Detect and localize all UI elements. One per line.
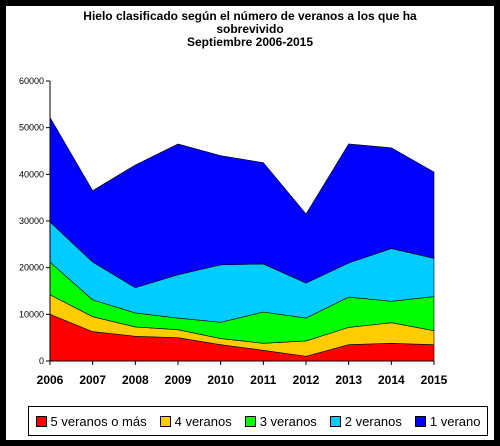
y-tick-label: 40000 (19, 169, 44, 179)
chart-panel: Hielo clasificado según el número de ver… (6, 6, 494, 440)
legend-item-2-veranos: 2 veranos (329, 413, 402, 429)
legend-swatch (414, 415, 426, 427)
legend-swatch (159, 415, 171, 427)
legend-label: 1 verano (429, 413, 481, 429)
chart-title-line-1: Hielo clasificado según el número de ver… (83, 9, 417, 23)
chart-legend: 5 veranos o más 4 veranos 3 veranos 2 veran… (28, 406, 488, 436)
area-1-verano (49, 116, 435, 289)
legend-label: 5 veranos o más (50, 413, 147, 429)
x-tick-label: 2014 (378, 373, 405, 387)
x-tick-label: 2007 (79, 373, 106, 387)
y-tick-label: 0 (39, 356, 44, 366)
y-tick-label: 50000 (19, 123, 44, 133)
x-tick-label: 2012 (293, 373, 320, 387)
x-tick-label: 2011 (250, 373, 276, 387)
x-tick-label: 2013 (335, 373, 362, 387)
legend-item-3-veranos: 3 veranos (244, 413, 317, 429)
x-tick-label: 2015 (421, 373, 448, 387)
chart-title: Hielo clasificado según el número de ver… (6, 10, 494, 49)
y-tick-labels: 0 10000 20000 30000 40000 50000 60000 (19, 76, 50, 366)
legend-label: 3 veranos (259, 413, 317, 429)
y-tick-label: 10000 (19, 309, 44, 319)
legend-label: 2 veranos (344, 413, 402, 429)
legend-swatch (35, 415, 47, 427)
legend-label: 4 veranos (174, 413, 232, 429)
x-tick-label: 2009 (165, 373, 192, 387)
legend-item-4-veranos: 4 veranos (159, 413, 232, 429)
y-tick-label: 30000 (19, 216, 44, 226)
x-tick-labels: 2006 2007 2008 2009 2010 2011 2012 2013 2014 2015 (37, 361, 448, 387)
chart-title-line-2: sobrevivido (216, 22, 284, 36)
legend-swatch (329, 415, 341, 427)
y-tick-label: 20000 (19, 263, 44, 273)
area-chart: 0 10000 20000 30000 40000 50000 60000 2006 2007… (19, 76, 448, 387)
legend-item-1-verano: 1 verano (414, 413, 481, 429)
x-tick-label: 2010 (207, 373, 234, 387)
legend-item-5-veranos-o-mas: 5 veranos o más (35, 413, 147, 429)
y-tick-label: 60000 (19, 76, 44, 86)
legend-swatch (244, 415, 256, 427)
area-series-group (49, 116, 435, 362)
chart-title-line-3: Septiembre 2006-2015 (186, 35, 314, 49)
x-tick-label: 2006 (37, 373, 64, 387)
x-tick-label: 2008 (122, 373, 149, 387)
